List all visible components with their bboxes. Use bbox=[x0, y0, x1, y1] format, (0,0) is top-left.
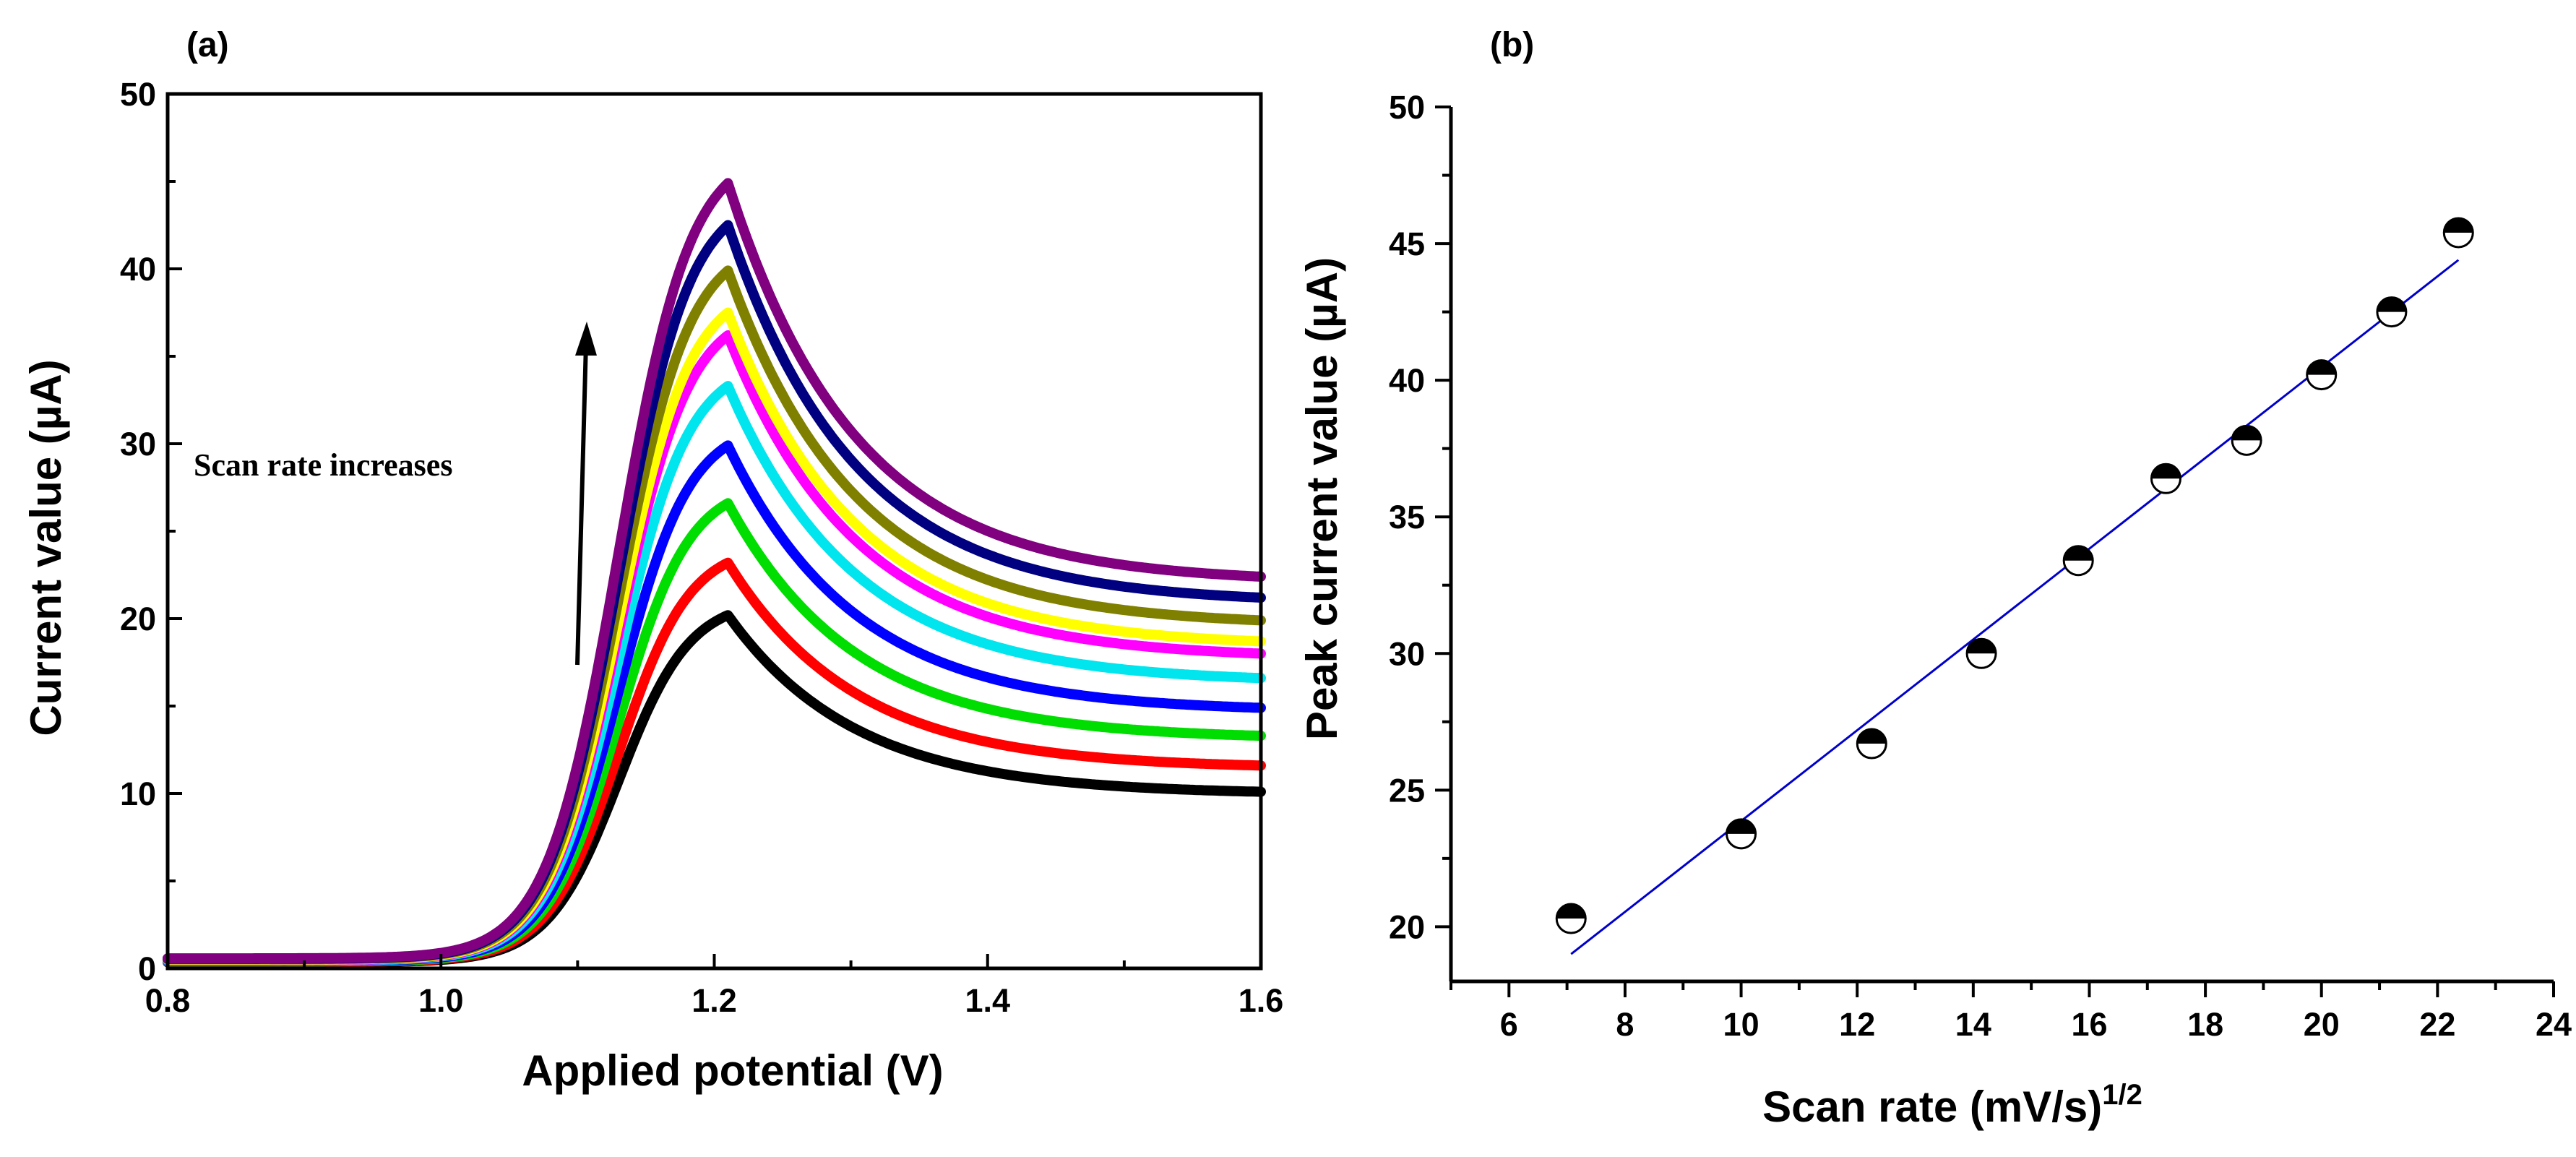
panel-b-points-group bbox=[1555, 217, 2474, 934]
panel-a-axes: 0.8 1.0 1.2 1.4 1.6 0 10 20 30 40 50 bbox=[120, 76, 1283, 1019]
panel-b-point-fill bbox=[2151, 464, 2181, 479]
panel-b-y-tick-label: 30 bbox=[1389, 635, 1425, 672]
panel-a-series-line-8 bbox=[163, 265, 1266, 965]
panel-b-point-fill bbox=[2377, 297, 2406, 312]
panel-a-series-line-10 bbox=[163, 178, 1266, 964]
panel-b-data-point bbox=[2376, 296, 2408, 328]
panel-b-data-point bbox=[2442, 217, 2474, 249]
panel-a-x-tick-label: 0.8 bbox=[145, 982, 191, 1019]
scan-rate-arrow bbox=[575, 322, 597, 666]
panel-b-point-fill bbox=[1857, 729, 1887, 744]
panel-b-x-tick-label: 18 bbox=[2187, 1006, 2223, 1043]
panel-b-x-tick-label: 8 bbox=[1616, 1006, 1634, 1043]
panel-b-point-fill bbox=[2064, 546, 2093, 561]
panel-a-axes-frame bbox=[165, 92, 1263, 971]
panel-b-x-axis-title-superscript: 1/2 bbox=[2102, 1079, 2142, 1111]
panel-b-x-tick-label: 6 bbox=[1500, 1006, 1518, 1043]
panel-b: (b) 6 8 10 12 14 16 18 20 22 24 20 25 30 35 40 45 50 Sca… bbox=[1298, 26, 2572, 1131]
panel-a-series-line-9 bbox=[163, 220, 1266, 964]
panel-b-y-tick-label: 45 bbox=[1389, 225, 1425, 262]
panel-a-series-line-6 bbox=[163, 330, 1266, 965]
scan-rate-arrow-head bbox=[575, 322, 597, 356]
scan-rate-annotation: Scan rate increases bbox=[194, 447, 452, 483]
panel-b-axes: 6 8 10 12 14 16 18 20 22 24 20 25 30 35 40 45 50 bbox=[1389, 89, 2572, 1043]
panel-b-x-tick-label: 22 bbox=[2419, 1006, 2455, 1043]
panel-b-x-tick-label: 24 bbox=[2536, 1006, 2572, 1043]
panel-a-y-tick-label: 40 bbox=[120, 251, 156, 288]
panel-b-data-point bbox=[1856, 728, 1887, 760]
panel-b-x-axis-title-main: Scan rate (mV/s) bbox=[1762, 1083, 2102, 1131]
panel-b-x-tick-label: 14 bbox=[1955, 1006, 1991, 1043]
panel-b-data-point bbox=[1555, 903, 1587, 934]
panel-b-x-tick-label: 12 bbox=[1839, 1006, 1875, 1043]
panel-a-series-group bbox=[163, 178, 1266, 968]
panel-b-data-point bbox=[2306, 359, 2338, 391]
panel-a-y-axis-title: Current value (µA) bbox=[22, 359, 70, 736]
panel-b-x-axis-title: Scan rate (mV/s)1/2 bbox=[1762, 1079, 2142, 1131]
panel-b-point-fill bbox=[2232, 426, 2262, 441]
panel-a-label: (a) bbox=[186, 26, 229, 64]
panel-b-point-fill bbox=[1726, 819, 1756, 834]
panel-b-label: (b) bbox=[1490, 26, 1534, 64]
panel-b-y-tick-label: 50 bbox=[1389, 89, 1425, 126]
panel-a-x-tick-label: 1.2 bbox=[692, 982, 737, 1019]
panel-a: (a) 0.8 1.0 1.2 1.4 1.6 0 10 20 30 40 50 Scan rate… bbox=[22, 26, 1283, 1095]
panel-b-point-fill bbox=[2444, 218, 2473, 233]
panel-b-y-tick-label: 25 bbox=[1389, 772, 1425, 809]
panel-b-data-point bbox=[2231, 424, 2262, 456]
panel-a-series-line-4 bbox=[163, 440, 1266, 966]
panel-b-x-tick-label: 20 bbox=[2304, 1006, 2340, 1043]
panel-b-point-fill bbox=[2306, 360, 2336, 375]
panel-b-y-tick-label: 20 bbox=[1389, 908, 1425, 945]
panel-b-data-point bbox=[1726, 818, 1757, 850]
panel-a-y-tick-label: 50 bbox=[120, 76, 156, 113]
panel-b-x-tick-label: 16 bbox=[2071, 1006, 2107, 1043]
panel-b-y-tick-label: 40 bbox=[1389, 362, 1425, 399]
panel-b-y-axis-title: Peak current value (µA) bbox=[1298, 257, 1346, 740]
panel-a-x-tick-label: 1.0 bbox=[418, 982, 464, 1019]
panel-a-y-tick-label: 20 bbox=[120, 601, 156, 637]
panel-a-y-tick-label: 30 bbox=[120, 426, 156, 463]
panel-a-y-tick-label: 0 bbox=[138, 950, 156, 987]
panel-b-data-point bbox=[1965, 637, 1997, 669]
panel-a-x-axis-title: Applied potential (V) bbox=[522, 1046, 943, 1095]
panel-b-point-fill bbox=[1967, 639, 1996, 654]
panel-b-data-point bbox=[2062, 545, 2094, 577]
panel-b-point-fill bbox=[1556, 904, 1586, 919]
panel-a-x-tick-label: 1.4 bbox=[965, 982, 1010, 1019]
panel-a-y-tick-label: 10 bbox=[120, 775, 156, 812]
panel-b-data-point bbox=[2150, 463, 2181, 494]
panel-a-x-tick-label: 1.6 bbox=[1239, 982, 1284, 1019]
scan-rate-arrow-shaft bbox=[575, 343, 588, 666]
panel-b-y-tick-label: 35 bbox=[1389, 499, 1425, 536]
panel-b-x-tick-label: 10 bbox=[1723, 1006, 1759, 1043]
